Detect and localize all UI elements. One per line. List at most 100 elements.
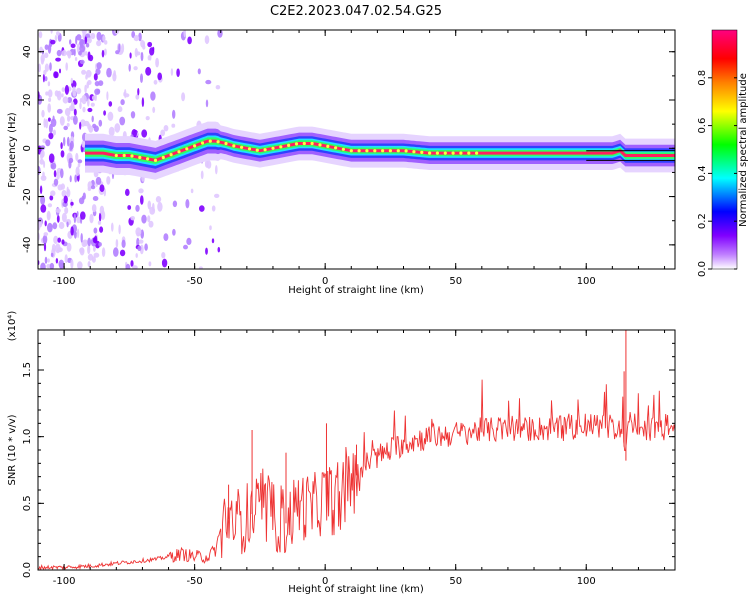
noise-speckle: [93, 252, 100, 258]
noise-speckle: [66, 186, 69, 195]
noise-speckle: [38, 220, 43, 228]
noise-speckle: [95, 68, 101, 75]
noise-speckle: [78, 197, 85, 205]
noise-speckle: [90, 102, 95, 107]
ridge-peak-dot: [435, 151, 439, 155]
ridge-peak-dot: [271, 146, 275, 150]
spectrogram-frame: [37, 29, 676, 270]
noise-speckle: [125, 188, 130, 196]
colorbar: 0.0 0.2 0.4 0.6 0.8 Normalized spectral ampl…: [697, 29, 749, 277]
heatmap-noise-speckles: [38, 30, 223, 269]
ridge-peak-dot: [279, 145, 283, 149]
noise-speckle: [53, 178, 59, 186]
noise-speckle: [38, 63, 41, 73]
noise-speckle: [181, 92, 186, 102]
noise-speckle: [81, 94, 87, 105]
y-tick-label: -20: [22, 188, 33, 204]
noise-speckle: [103, 188, 107, 197]
noise-speckle: [214, 193, 220, 198]
x-tick-label: -50: [186, 276, 202, 287]
noise-speckle: [44, 256, 48, 264]
noise-speckle: [115, 50, 120, 55]
noise-speckle: [176, 68, 180, 77]
noise-speckle: [93, 73, 98, 81]
noise-speckle: [94, 93, 97, 102]
noise-speckle: [70, 259, 74, 269]
noise-speckle: [172, 200, 178, 208]
ridge-peak-dot: [294, 142, 299, 146]
noise-speckle: [61, 212, 67, 223]
noise-speckle: [70, 43, 76, 49]
noise-speckle: [103, 110, 106, 116]
noise-speckle: [135, 204, 140, 212]
noise-speckle: [160, 129, 166, 137]
noise-speckle: [56, 171, 60, 180]
ridge-peaks: [114, 139, 479, 162]
noise-speckle: [49, 262, 55, 269]
noise-speckle: [39, 158, 45, 165]
noise-speckle: [74, 57, 78, 61]
ridge-peak-dot: [255, 148, 259, 152]
ridge-peak-dot: [326, 144, 330, 148]
noise-speckle: [140, 73, 143, 83]
noise-speckle: [52, 222, 58, 230]
noise-speckle: [119, 249, 126, 257]
noise-speckle: [90, 185, 96, 190]
noise-speckle: [55, 208, 61, 213]
x-tick-label: 50: [449, 576, 462, 587]
ridge-peak-dot: [357, 149, 361, 153]
figure-title: C2E2.2023.047.02.54.G25: [270, 4, 442, 19]
noise-speckle: [66, 50, 72, 57]
noise-speckle: [79, 59, 85, 65]
noise-speckle: [57, 237, 61, 243]
noise-speckle: [114, 123, 121, 133]
colorbar-tick-label: 0.0: [697, 261, 708, 277]
noise-speckle: [60, 168, 64, 179]
noise-speckle: [153, 79, 158, 85]
noise-speckle: [55, 57, 61, 62]
y-tick-label: 40: [22, 45, 33, 58]
noise-speckle: [147, 55, 151, 61]
ridge-peak-dot: [467, 151, 471, 155]
noise-speckle: [39, 46, 43, 54]
noise-speckle: [49, 62, 52, 71]
noise-speckle: [186, 237, 192, 245]
noise-speckle: [48, 123, 53, 134]
noise-speckle: [48, 153, 55, 163]
noise-speckle: [48, 117, 51, 122]
noise-speckle: [97, 220, 102, 225]
noise-speckle: [50, 118, 57, 127]
noise-speckle: [200, 170, 204, 180]
noise-speckle: [41, 109, 45, 118]
noise-speckle: [172, 109, 176, 119]
noise-speckle: [56, 49, 62, 57]
noise-speckle: [140, 195, 144, 205]
noise-speckle: [87, 261, 91, 268]
noise-speckle: [118, 43, 121, 53]
noise-speckle: [66, 136, 70, 147]
x-tick-label: -100: [53, 576, 76, 587]
noise-speckle: [127, 205, 132, 210]
noise-speckle: [204, 35, 210, 45]
noise-speckle: [47, 258, 50, 263]
noise-speckle: [68, 160, 72, 169]
ridge-peak-dot: [388, 149, 392, 153]
noise-speckle: [49, 195, 54, 201]
noise-speckle: [211, 238, 215, 244]
noise-speckle: [172, 228, 176, 236]
noise-speckle: [75, 166, 80, 177]
noise-speckle: [98, 119, 103, 127]
ridge-peak-dot: [153, 158, 158, 162]
y-tick-label: 20: [22, 94, 33, 107]
noise-speckle: [87, 107, 93, 113]
ridge-peak-dot: [302, 141, 306, 146]
ridge-peak-dot: [130, 154, 134, 158]
noise-speckle: [47, 222, 53, 233]
noise-speckle: [81, 240, 87, 248]
noise-speckle: [91, 115, 94, 123]
noise-speckle: [44, 63, 50, 72]
noise-speckle: [87, 80, 92, 85]
noise-speckle: [56, 215, 60, 223]
noise-speckle: [87, 98, 90, 107]
x-tick-label: 100: [577, 576, 596, 587]
